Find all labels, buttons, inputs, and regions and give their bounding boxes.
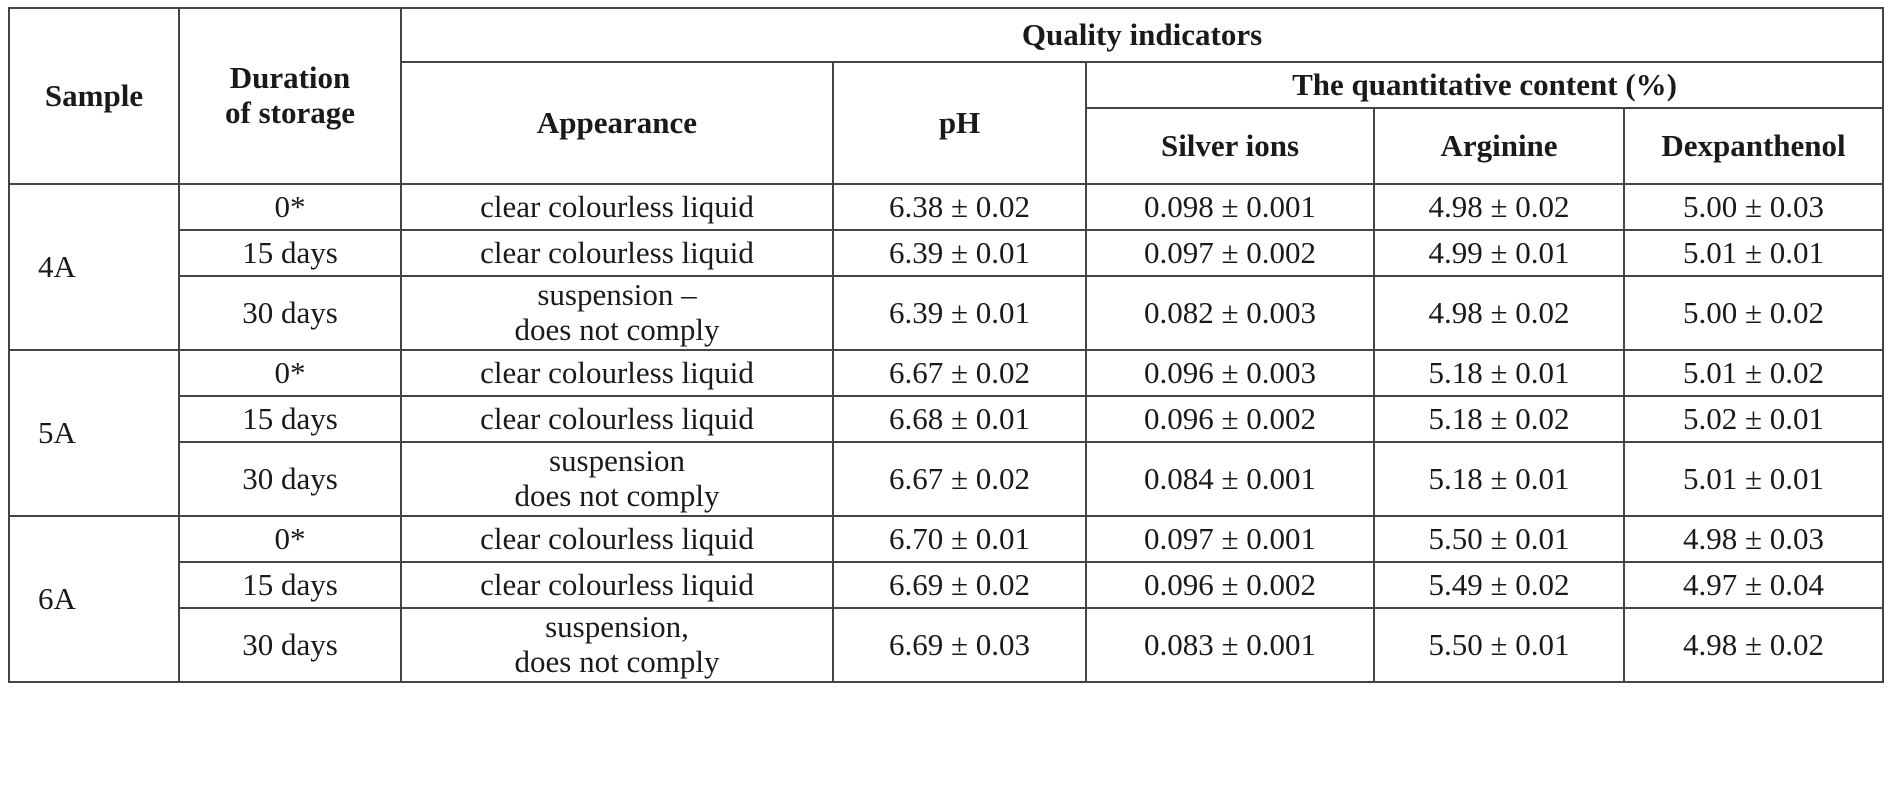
table-row: 30 days suspension does not comply 6.67 ± 0…: [9, 441, 1885, 517]
duration-header-line2: of storage: [225, 95, 355, 130]
appearance-cell: suspension – does not comply: [400, 275, 834, 351]
ph-cell: 6.38 ± 0.02: [832, 183, 1087, 231]
silver-ions-cell: 0.096 ± 0.003: [1085, 349, 1375, 397]
appearance-line: clear colourless liquid: [480, 520, 754, 556]
arginine-cell: 5.18 ± 0.01: [1373, 349, 1625, 397]
table-row: 15 days clear colourless liquid 6.69 ± 0.0…: [9, 561, 1885, 609]
quality-table: Sample Duration of storage Quality indic…: [8, 7, 1885, 683]
appearance-cell: clear colourless liquid: [400, 349, 834, 397]
silver-ions-cell: 0.082 ± 0.003: [1085, 275, 1375, 351]
appearance-line: clear colourless liquid: [480, 354, 754, 390]
ph-cell: 6.69 ± 0.02: [832, 561, 1087, 609]
sample-header: Sample: [8, 7, 180, 185]
appearance-cell: clear colourless liquid: [400, 229, 834, 277]
appearance-line: clear colourless liquid: [480, 188, 754, 224]
ph-header: pH: [832, 61, 1087, 185]
silver-ions-cell: 0.098 ± 0.001: [1085, 183, 1375, 231]
ph-cell: 6.67 ± 0.02: [832, 441, 1087, 517]
table-row: 15 days clear colourless liquid 6.68 ± 0.0…: [9, 395, 1885, 443]
appearance-cell: clear colourless liquid: [400, 561, 834, 609]
silver-ions-cell: 0.097 ± 0.002: [1085, 229, 1375, 277]
appearance-line: suspension,: [545, 609, 689, 645]
arginine-cell: 5.50 ± 0.01: [1373, 515, 1625, 563]
dexpanthenol-cell: 4.98 ± 0.03: [1622, 515, 1885, 563]
appearance-cell: suspension, does not comply: [400, 607, 834, 683]
appearance-line: clear colourless liquid: [480, 234, 754, 270]
silver-ions-cell: 0.083 ± 0.001: [1085, 607, 1375, 683]
table-row: 5A 0* clear colourless liquid 6.67 ± 0.02 0.…: [8, 349, 1885, 517]
duration-header: Duration of storage: [178, 7, 402, 185]
dexpanthenol-header: Dexpanthenol: [1622, 107, 1885, 185]
arginine-cell: 5.49 ± 0.02: [1373, 561, 1625, 609]
ph-cell: 6.69 ± 0.03: [832, 607, 1087, 683]
duration-cell: 15 days: [178, 395, 402, 443]
duration-cell: 30 days: [178, 607, 402, 683]
duration-cell: 15 days: [178, 229, 402, 277]
silver-ions-header: Silver ions: [1085, 107, 1375, 185]
appearance-line: does not comply: [514, 644, 720, 679]
duration-cell: 30 days: [178, 275, 402, 351]
header-row-2: Appearance pH The quantitative content (…: [9, 61, 1885, 185]
header-row-3: Silver ions Arginine Dexpanthenol: [9, 107, 1885, 185]
appearance-line: suspension –: [537, 277, 697, 313]
appearance-line: clear colourless liquid: [480, 566, 754, 602]
appearance-line: suspension: [548, 443, 686, 479]
arginine-cell: 4.98 ± 0.02: [1373, 275, 1625, 351]
appearance-cell: suspension does not comply: [400, 441, 834, 517]
sample-cell: 5A: [8, 349, 180, 517]
duration-cell: 30 days: [178, 441, 402, 517]
table-body: 4A 0* clear colourless liquid 6.38 ± 0.02 0.…: [8, 183, 1885, 683]
silver-ions-cell: 0.097 ± 0.001: [1085, 515, 1375, 563]
silver-ions-cell: 0.096 ± 0.002: [1085, 561, 1375, 609]
arginine-header: Arginine: [1373, 107, 1625, 185]
arginine-cell: 5.18 ± 0.02: [1373, 395, 1625, 443]
dexpanthenol-cell: 5.00 ± 0.02: [1622, 275, 1885, 351]
table-row: 4A 0* clear colourless liquid 6.38 ± 0.02 0.…: [8, 183, 1885, 351]
silver-ions-cell: 0.096 ± 0.002: [1085, 395, 1375, 443]
ph-cell: 6.39 ± 0.01: [832, 229, 1087, 277]
appearance-line: does not comply: [514, 478, 720, 513]
duration-cell: 0*: [178, 349, 402, 397]
table-row: 6A 0* clear colourless liquid 6.70 ± 0.01 0.…: [8, 515, 1885, 683]
ph-cell: 6.39 ± 0.01: [832, 275, 1087, 351]
sample-cell: 6A: [8, 515, 180, 683]
appearance-header: Appearance: [400, 61, 834, 185]
quantitative-content-header: The quantitative content (%): [1084, 61, 1885, 109]
appearance-cell: clear colourless liquid: [400, 395, 834, 443]
appearance-line: clear colourless liquid: [480, 400, 754, 436]
duration-cell: 15 days: [178, 561, 402, 609]
arginine-cell: 5.18 ± 0.01: [1373, 441, 1625, 517]
quality-indicators-header: Quality indicators: [399, 7, 1885, 63]
arginine-cell: 4.99 ± 0.01: [1373, 229, 1625, 277]
silver-ions-cell: 0.084 ± 0.001: [1085, 441, 1375, 517]
dexpanthenol-cell: 4.98 ± 0.02: [1622, 607, 1885, 683]
dexpanthenol-cell: 4.97 ± 0.04: [1622, 561, 1885, 609]
duration-cell: 0*: [178, 515, 402, 563]
arginine-cell: 4.98 ± 0.02: [1373, 183, 1625, 231]
ph-cell: 6.68 ± 0.01: [832, 395, 1087, 443]
ph-cell: 6.67 ± 0.02: [832, 349, 1087, 397]
duration-header-line1: Duration: [229, 60, 351, 96]
arginine-cell: 5.50 ± 0.01: [1373, 607, 1625, 683]
dexpanthenol-cell: 5.01 ± 0.01: [1622, 441, 1885, 517]
duration-cell: 0*: [178, 183, 402, 231]
table-header: Sample Duration of storage Quality indic…: [8, 7, 1885, 185]
sample-cell: 4A: [8, 183, 180, 351]
appearance-cell: clear colourless liquid: [400, 183, 834, 231]
ph-cell: 6.70 ± 0.01: [832, 515, 1087, 563]
table-row: 30 days suspension – does not comply 6.39 ±…: [9, 275, 1885, 351]
dexpanthenol-cell: 5.00 ± 0.03: [1622, 183, 1885, 231]
dexpanthenol-cell: 5.01 ± 0.01: [1622, 229, 1885, 277]
table-row: 15 days clear colourless liquid 6.39 ± 0.0…: [9, 229, 1885, 277]
header-row-1: Sample Duration of storage Quality indic…: [8, 7, 1885, 185]
dexpanthenol-cell: 5.02 ± 0.01: [1622, 395, 1885, 443]
table-row: 30 days suspension, does not comply 6.69 ± …: [9, 607, 1885, 683]
dexpanthenol-cell: 5.01 ± 0.02: [1622, 349, 1885, 397]
appearance-cell: clear colourless liquid: [400, 515, 834, 563]
appearance-line: does not comply: [514, 312, 720, 347]
